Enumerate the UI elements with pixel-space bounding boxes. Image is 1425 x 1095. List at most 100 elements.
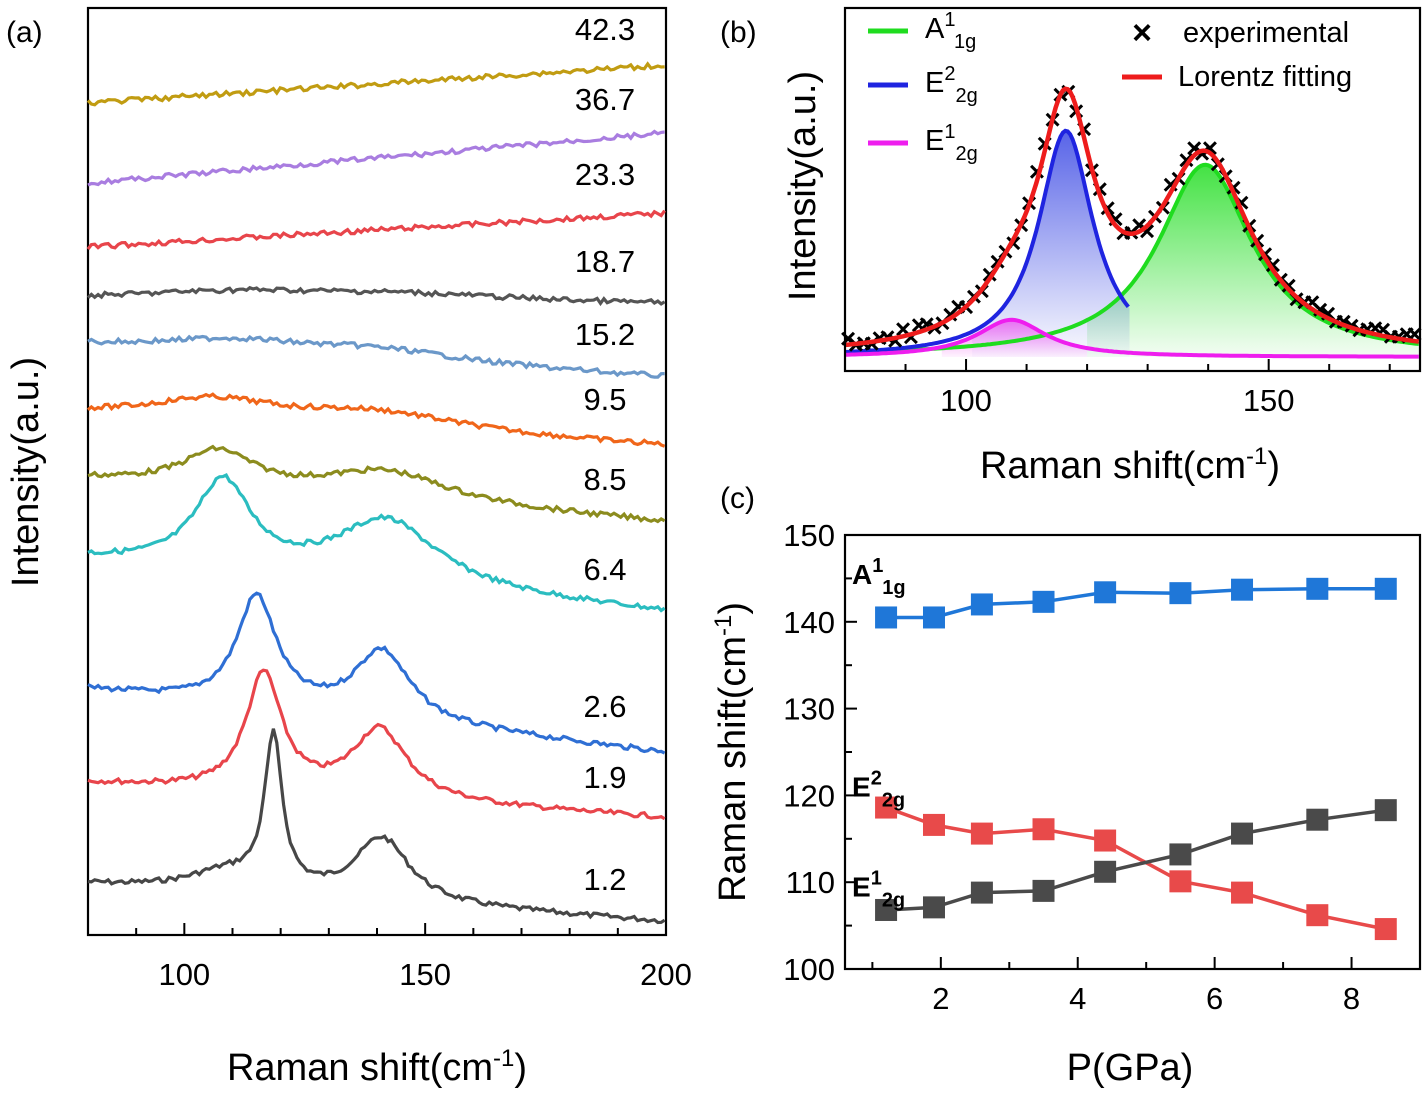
spectrum-line — [87, 728, 666, 925]
experimental-point: × — [1186, 133, 1202, 164]
spectrum-line — [87, 334, 665, 379]
x-tick-label: 150 — [399, 957, 451, 992]
data-point — [1306, 577, 1329, 600]
pressure-label: 9.5 — [583, 382, 626, 417]
data-point — [1374, 799, 1397, 822]
legend-label: Lorentz fitting — [1178, 61, 1352, 93]
component-fill — [972, 130, 1130, 357]
experimental-point: × — [1194, 138, 1210, 169]
series-label: E12g — [852, 868, 905, 912]
data-point — [922, 606, 945, 629]
data-point — [1231, 578, 1254, 601]
data-point — [1169, 843, 1192, 866]
spectrum-line — [86, 392, 666, 448]
data-point — [922, 896, 945, 919]
panel-c-y-axis-title: Raman shift(cm-1) — [710, 602, 754, 902]
data-point — [1032, 879, 1055, 902]
panel-a-spectra — [86, 61, 666, 925]
spectrum-line — [86, 285, 666, 307]
panel-b: (b) ××××××××××××××××××××××××××××××××××××… — [720, 6, 1423, 487]
experimental-point: × — [1162, 169, 1178, 200]
pressure-label: 23.3 — [575, 157, 635, 192]
y-tick-label: 100 — [783, 952, 835, 987]
pressure-label: 8.5 — [583, 462, 626, 497]
pressure-label: 18.7 — [575, 244, 635, 279]
data-point — [970, 822, 993, 845]
panel-b-x-ticks: 100 150 — [904, 359, 1391, 418]
data-point — [875, 796, 898, 819]
pressure-label: 6.4 — [583, 552, 626, 587]
panel-c-label: (c) — [720, 482, 755, 515]
panel-b-y-axis-title: Intensity(a.u.) — [782, 71, 824, 301]
x-tick-label: 200 — [640, 957, 692, 992]
x-tick-label: 2 — [932, 981, 949, 1016]
series-label: A11g — [852, 555, 906, 599]
legend-label: E22g — [925, 63, 978, 107]
panel-a-x-axis-title: Raman shift(cm-1) — [227, 1045, 527, 1089]
y-tick-label: 140 — [783, 605, 835, 640]
experimental-point: × — [887, 325, 903, 356]
data-point — [1032, 818, 1055, 841]
data-point — [922, 813, 945, 836]
data-point — [1231, 822, 1254, 845]
data-point — [1374, 918, 1397, 941]
x-tick-label: 4 — [1069, 981, 1086, 1016]
panel-a-pressure-labels: 1.2 1.9 2.6 6.4 8.5 9.5 15.2 18.7 23.3 36.7 42.3 — [575, 12, 635, 897]
pressure-label: 15.2 — [575, 317, 635, 352]
data-point — [970, 593, 993, 616]
x-tick-label: 100 — [940, 383, 992, 418]
panel-b-legend: A11g E22g E12g × experimental Lorentz fitting — [868, 9, 1352, 165]
spectrum-line — [87, 129, 665, 187]
data-point — [1169, 582, 1192, 605]
y-tick-label: 130 — [783, 692, 835, 727]
x-tick-label: 8 — [1343, 981, 1360, 1016]
x-tick-label: 6 — [1206, 981, 1223, 1016]
data-point — [1032, 590, 1055, 613]
pressure-label: 1.9 — [583, 760, 626, 795]
experimental-point: × — [1233, 187, 1249, 218]
spectrum-line — [87, 473, 666, 613]
data-point — [1094, 860, 1117, 883]
panel-b-component-fills — [941, 130, 1420, 357]
data-point — [1094, 829, 1117, 852]
experimental-point: × — [1359, 314, 1375, 345]
panel-a-frame — [86, 6, 668, 937]
panel-c-series — [875, 577, 1397, 941]
panel-c-series-labels: A11g E22g E12g — [852, 555, 906, 911]
panel-a-y-axis-title: Intensity(a.u.) — [5, 357, 47, 587]
data-point — [875, 898, 898, 921]
pressure-label: 42.3 — [575, 12, 635, 47]
component-fill — [1087, 164, 1420, 357]
panel-a: (a) 100 150 200 1.2 1.9 2.6 6.4 8.5 9.5 15.2 18.7… — [5, 6, 692, 1089]
panel-b-frame — [843, 6, 1422, 373]
panel-a-label: (a) — [6, 16, 43, 49]
spectrum-line — [87, 668, 666, 821]
component-line — [844, 128, 1130, 354]
x-tick-label: 150 — [1243, 383, 1295, 418]
data-point — [1169, 870, 1192, 893]
y-tick-label: 110 — [786, 865, 835, 900]
pressure-label: 36.7 — [575, 82, 635, 117]
panel-b-components — [844, 128, 1420, 359]
pressure-label: 2.6 — [583, 689, 626, 724]
pressure-label: 1.2 — [583, 862, 626, 897]
panel-b-lorentz-fit — [844, 86, 1420, 348]
legend-label: experimental — [1183, 17, 1349, 49]
component-fill — [941, 319, 1088, 357]
panel-c-ticks: 2 4 6 8 100 110 120 130 140 150 — [783, 518, 1421, 1016]
experimental-point: × — [871, 323, 887, 354]
series-label: E22g — [852, 768, 905, 812]
data-point — [1306, 904, 1329, 927]
spectrum-line — [86, 61, 665, 107]
panel-b-x-axis-title: Raman shift(cm-1) — [980, 443, 1280, 487]
legend-label: E12g — [925, 121, 978, 165]
y-tick-label: 120 — [783, 778, 835, 813]
data-point — [1094, 581, 1117, 604]
panel-c-x-axis-title: P(GPa) — [1067, 1047, 1194, 1089]
legend-marker: × — [1132, 14, 1152, 52]
x-tick-label: 100 — [158, 957, 210, 992]
panel-a-x-ticks: 100 150 200 — [87, 923, 692, 992]
data-point — [875, 606, 898, 629]
